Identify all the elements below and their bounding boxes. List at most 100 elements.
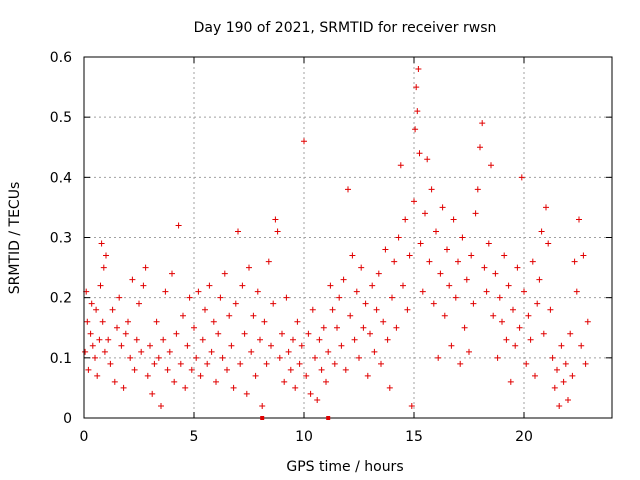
data-point [463,276,470,283]
data-point [413,84,420,91]
data-point [287,366,294,373]
data-point [389,294,395,301]
chart-title: Day 190 of 2021, SRMTID for receiver rws… [194,20,497,36]
data-point [197,372,204,379]
x-tick-label: 15 [405,429,423,445]
data-point [567,330,574,337]
data-point [512,342,519,349]
data-point [166,348,173,355]
y-tick-label: 0.1 [50,351,72,367]
data-point [529,258,536,265]
data-point [103,252,109,259]
data-point [411,198,417,205]
data-point [175,222,182,229]
data-point [92,354,98,361]
data-point [395,234,402,241]
data-point [129,276,136,283]
data-point [325,348,332,355]
data-point [415,66,422,73]
data-point [358,264,365,271]
data-point [416,150,423,157]
data-point [193,354,200,361]
data-point [283,294,290,301]
data-point [226,312,233,319]
y-tick-label: 0.6 [50,50,72,66]
data-point [232,300,239,307]
data-point [576,216,582,223]
x-tick-label: 20 [515,429,533,445]
data-point [125,318,131,325]
data-point [120,384,127,391]
data-point [573,288,580,295]
data-point [336,294,343,301]
data-point [263,360,270,367]
data-point [507,378,514,385]
data-point [301,138,307,145]
data-point [177,360,184,367]
data-point [375,270,382,277]
data-point [252,372,259,379]
data-point [221,270,228,277]
data-point [360,324,367,331]
data-point [494,354,501,361]
data-point [270,300,277,307]
data-point [584,318,591,325]
data-point [382,246,389,253]
data-point [239,282,246,289]
data-point [468,252,475,259]
data-point [155,354,162,361]
data-point [114,324,120,331]
data-point [556,402,563,409]
data-point [505,282,512,289]
data-point [122,330,129,337]
data-point [82,348,89,355]
data-point [241,330,248,337]
data-point [164,366,171,373]
data-point [417,240,424,247]
data-point [356,354,362,361]
data-point [305,330,312,337]
data-point [580,252,587,259]
data-point [378,360,384,367]
data-point [547,306,554,313]
data-point [412,126,419,133]
x-tick-label: 5 [190,429,199,445]
data-point [386,384,393,391]
data-point [186,294,193,301]
data-point [419,288,426,295]
data-point [488,162,494,169]
data-point [516,324,523,331]
data-point [362,300,369,307]
data-point [474,186,481,193]
data-point [219,354,226,361]
data-point [496,294,503,301]
axis-ticks: 0 0.1 0.2 0.3 0.4 0.5 0.6 0 5 10 15 20 [50,50,612,445]
data-point [485,240,492,247]
data-point [265,258,272,265]
data-point [479,120,486,127]
data-point [127,354,134,361]
data-point [472,210,479,217]
data-point [534,300,541,307]
data-point [261,318,268,325]
data-point [323,378,329,385]
data-point [204,360,211,367]
data-point [228,342,235,349]
data-point [151,360,158,367]
data-point [338,342,345,349]
data-point [452,294,459,301]
data-point [320,324,327,331]
data-point [259,402,266,409]
data-point [334,324,340,331]
data-point [173,330,180,337]
data-point [536,276,543,283]
data-point [558,342,565,349]
data-point [85,366,92,373]
data-point [373,306,380,313]
x-tick-label: 10 [295,429,313,445]
data-point [404,306,411,313]
y-axis-label: SRMTID / TECUs [7,182,23,295]
data-points [82,66,591,409]
data-point [501,252,508,259]
data-point [455,258,461,265]
